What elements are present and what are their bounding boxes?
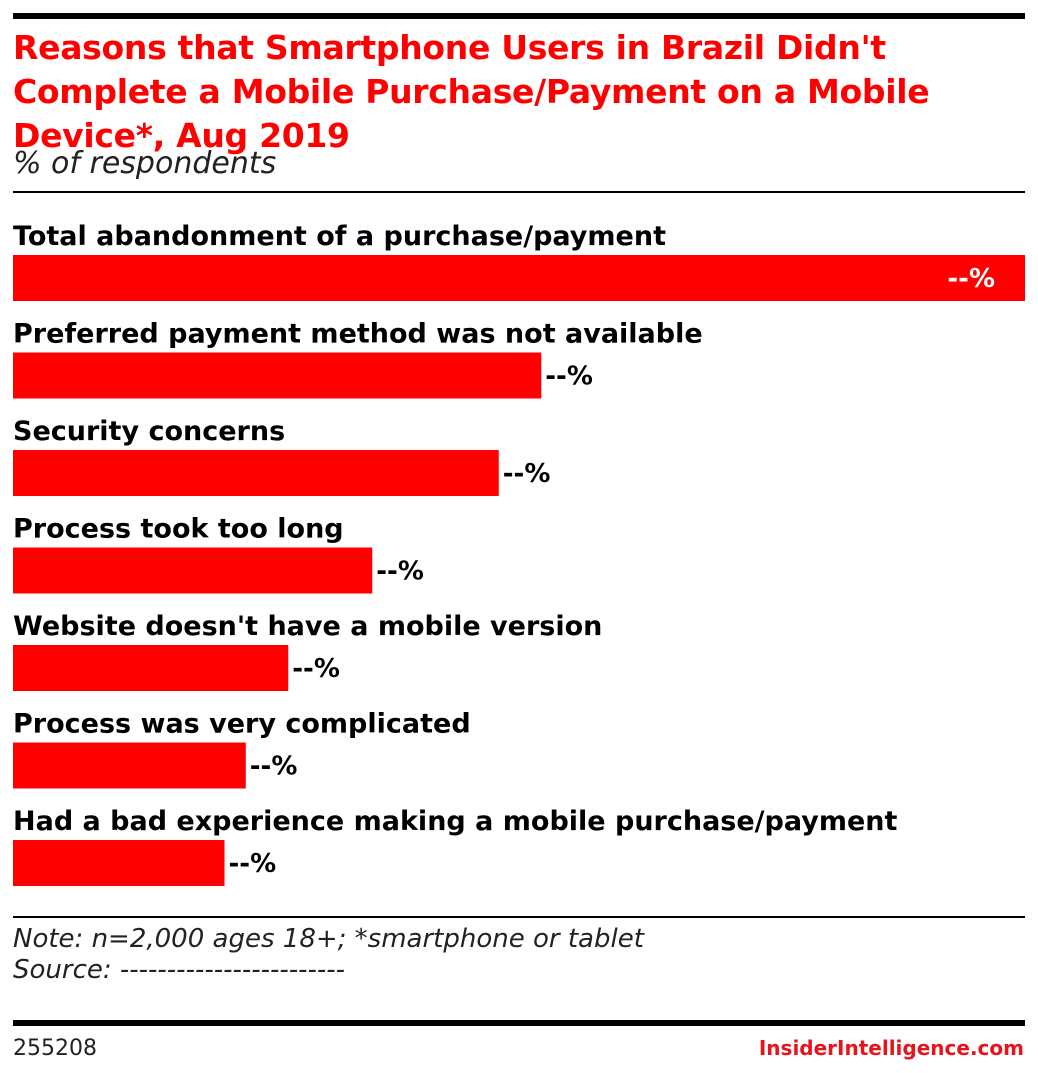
category-label: Website doesn't have a mobile version: [13, 611, 602, 642]
bar: [13, 547, 373, 594]
chart-note: Note: n=2,000 ages 18+; *smartphone or t…: [13, 924, 644, 954]
chart-id: 255208: [13, 1036, 97, 1061]
data-label: --%: [376, 557, 424, 587]
data-label: --%: [229, 849, 277, 879]
header-divider: [13, 191, 1025, 193]
bar: [13, 352, 542, 399]
data-label: --%: [545, 362, 593, 392]
chart-subtitle: % of respondents: [13, 146, 277, 181]
top-rule: [13, 13, 1025, 19]
footer-divider: [13, 916, 1025, 918]
chart-title: Reasons that Smartphone Users in Brazil …: [13, 28, 930, 155]
data-label: --%: [292, 654, 340, 684]
bottom-rule: [13, 1020, 1025, 1026]
category-label: Process was very complicated: [13, 709, 471, 740]
chart-source: Source: ------------------------: [13, 955, 346, 985]
bar: [13, 742, 246, 789]
bar: [13, 645, 289, 691]
category-label: Security concerns: [13, 416, 285, 447]
brand-logo-text[interactable]: InsiderIntelligence.com: [758, 1036, 1024, 1060]
bar: [13, 450, 499, 496]
category-label: Process took too long: [13, 514, 344, 545]
bar: [13, 840, 225, 886]
data-label: --%: [503, 459, 551, 489]
data-label: --%: [947, 264, 995, 294]
category-label: Had a bad experience making a mobile pur…: [13, 806, 898, 837]
bar: [13, 255, 1025, 301]
category-label: Preferred payment method was not availab…: [13, 319, 703, 350]
category-label: Total abandonment of a purchase/payment: [13, 221, 666, 252]
data-label: --%: [250, 752, 298, 782]
